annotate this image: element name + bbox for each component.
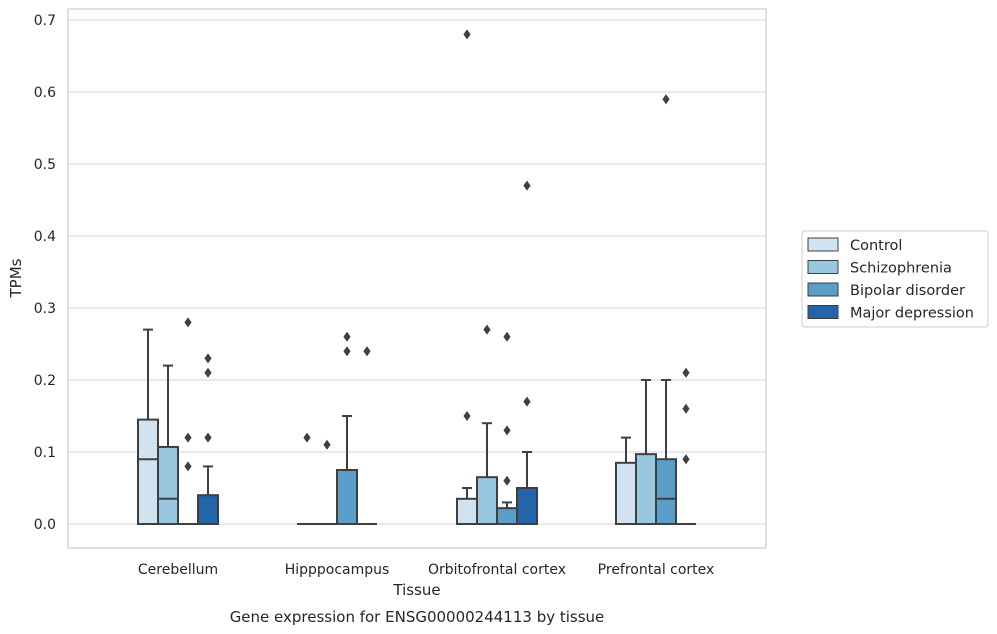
- box: [336, 469, 358, 525]
- y-tick-label: 0.3: [34, 301, 56, 317]
- legend-label: Control: [850, 238, 902, 254]
- x-axis-label: Tissue: [392, 581, 440, 599]
- box: [655, 458, 677, 526]
- box: [496, 507, 518, 526]
- box-group: [317, 439, 337, 525]
- grid-lines: [68, 19, 766, 525]
- outlier-point: [503, 425, 511, 436]
- box: [197, 494, 219, 526]
- box-group: [297, 432, 317, 525]
- outlier-point: [184, 317, 192, 328]
- y-tick-label: 0.7: [34, 13, 56, 29]
- x-tick-label: Orbitofrontal cortex: [428, 562, 566, 578]
- box-group: [157, 364, 179, 525]
- box-group: [635, 379, 657, 525]
- legend-label: Schizophrenia: [850, 261, 952, 277]
- box-group: [676, 367, 696, 525]
- box: [635, 453, 657, 525]
- y-tick-label: 0.5: [34, 157, 56, 173]
- y-tick-label: 0.6: [34, 85, 56, 101]
- box: [456, 497, 478, 525]
- outlier-point: [343, 346, 351, 357]
- box-group: [655, 94, 677, 526]
- outlier-point: [503, 475, 511, 486]
- y-tick-label: 0.4: [34, 229, 56, 245]
- outlier-point: [204, 367, 212, 378]
- chart-caption: Gene expression for ENSG00000244113 by t…: [230, 608, 605, 626]
- box-group: [178, 317, 198, 525]
- legend-label: Major depression: [850, 306, 974, 322]
- outlier-point: [523, 180, 531, 191]
- box: [137, 418, 159, 526]
- box-group: [476, 324, 498, 526]
- outlier-point: [463, 29, 471, 40]
- outlier-point: [463, 411, 471, 421]
- box: [476, 476, 498, 526]
- legend: Control Schizophrenia Bipolar disorder Majo…: [801, 230, 989, 328]
- x-tick-label: Hipppocampus: [285, 562, 390, 578]
- y-axis-label: TPMs: [7, 258, 25, 298]
- legend-swatch: [807, 237, 839, 252]
- box: [157, 445, 179, 525]
- box-group: [197, 353, 219, 526]
- outlier-point: [184, 432, 192, 443]
- outlier-point: [343, 331, 351, 342]
- y-tick-label: 0.1: [34, 445, 56, 461]
- outlier-point: [483, 324, 491, 335]
- box-group: [516, 180, 538, 525]
- outlier-point: [523, 396, 531, 407]
- legend-label: Bipolar disorder: [850, 283, 965, 299]
- outlier-point: [682, 367, 690, 378]
- box: [615, 461, 637, 525]
- plot-boxes: [137, 29, 696, 526]
- box-group: [456, 29, 478, 525]
- legend-frame: [801, 230, 989, 328]
- outlier-point: [682, 454, 690, 465]
- y-axis-ticks: 0.0 0.1 0.2 0.3 0.4 0.5 0.6 0.7: [34, 13, 56, 533]
- outlier-point: [503, 331, 511, 342]
- box-group: [357, 346, 377, 525]
- box-group: [615, 436, 637, 525]
- x-tick-label: Cerebellum: [138, 562, 218, 578]
- outlier-point: [323, 439, 331, 450]
- box-group: [496, 331, 518, 526]
- outlier-point: [184, 461, 192, 472]
- outlier-point: [363, 346, 371, 357]
- y-tick-label: 0.0: [34, 517, 56, 533]
- x-tick-label: Prefrontal cortex: [598, 562, 715, 578]
- legend-swatch: [807, 305, 839, 319]
- box: [516, 487, 538, 525]
- legend-swatch: [807, 282, 839, 297]
- box-group: [137, 328, 159, 526]
- outlier-point: [204, 432, 212, 443]
- outlier-point: [682, 403, 690, 414]
- y-tick-label: 0.2: [34, 373, 56, 389]
- outlier-point: [303, 432, 311, 443]
- outlier-point: [204, 353, 212, 364]
- x-axis-ticks: Cerebellum Hipppocampus Orbitofrontal cort…: [138, 562, 714, 578]
- outlier-point: [662, 94, 670, 105]
- plot-frame: [67, 8, 767, 549]
- legend-swatch: [807, 260, 839, 274]
- box-group: [336, 331, 358, 525]
